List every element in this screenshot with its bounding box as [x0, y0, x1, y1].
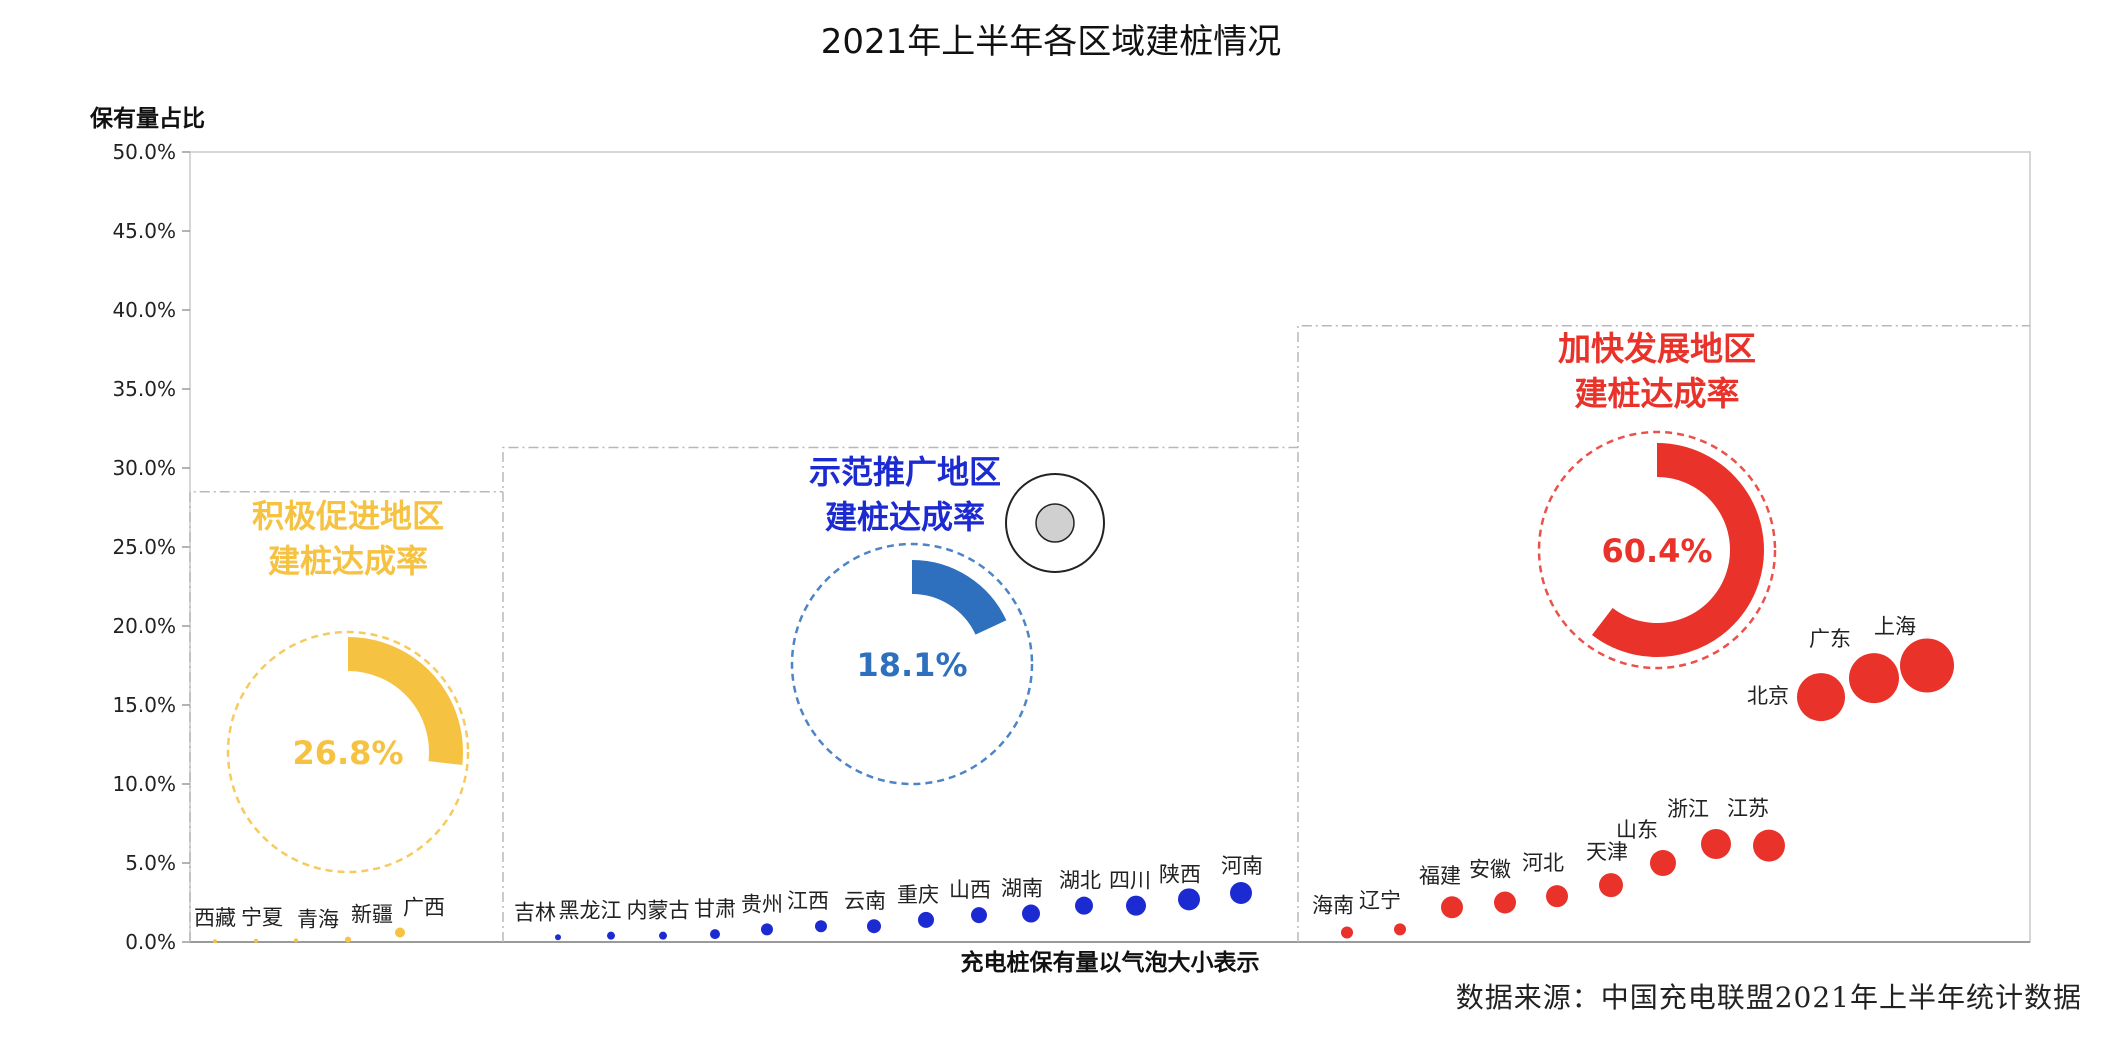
bubble-label: 新疆: [351, 903, 393, 927]
bubble-label: 吉林: [514, 900, 556, 924]
bubble-label: 海南: [1312, 894, 1354, 918]
bubble-label: 重庆: [897, 883, 939, 907]
bubble-point: [971, 907, 987, 924]
bubble-point: [1341, 926, 1353, 939]
bubble-point: [1394, 923, 1406, 936]
bubble-label: 西藏: [194, 906, 236, 930]
bubble-label: 云南: [844, 889, 886, 913]
bubble-point: [1075, 896, 1093, 915]
bubble-label: 河北: [1522, 851, 1564, 875]
bubble-label: 山西: [949, 878, 991, 902]
bubble-point: [1022, 904, 1040, 923]
region-title: 积极促进地区: [252, 497, 444, 535]
bubble-point: [1441, 896, 1463, 919]
region-subtitle: 建桩达成率: [825, 498, 985, 536]
bubble-label: 黑龙江: [559, 899, 622, 923]
bubble-point: [345, 936, 351, 943]
bubble-point: [1650, 850, 1676, 876]
bubble-label: 四川: [1109, 869, 1151, 893]
bubble-point: [1599, 873, 1623, 898]
bubble-point: [555, 934, 561, 941]
bubble-point: [918, 911, 934, 928]
rate-arc: [347, 637, 463, 765]
y-tick-label: 35.0%: [112, 377, 176, 401]
rate-ring-outline: [226, 630, 470, 874]
bubble-point: [254, 938, 258, 943]
bubble-point: [213, 939, 217, 944]
y-tick-label: 5.0%: [125, 851, 176, 875]
x-axis-label: 充电桩保有量以气泡大小表示: [961, 949, 1260, 976]
bubble-point: [1230, 882, 1252, 905]
rate-label: 18.1%: [856, 646, 967, 684]
source-note: 数据来源：中国充电联盟2021年上半年统计数据: [1455, 981, 2082, 1014]
rate-ring-outline: [790, 542, 1034, 786]
region-title: 加快发展地区: [1558, 329, 1756, 368]
rate-label: 26.8%: [292, 734, 403, 772]
bubble-point: [1753, 829, 1785, 862]
bubble-label: 湖北: [1059, 869, 1101, 893]
y-tick-label: 40.0%: [112, 298, 176, 322]
rate-arc: [1591, 443, 1764, 657]
bubble-label: 山东: [1616, 818, 1658, 842]
bubble-point: [1797, 673, 1845, 722]
rate-arc: [911, 560, 1007, 636]
bubble-point: [1849, 653, 1899, 704]
bubble-label: 上海: [1874, 615, 1916, 639]
bubble-label: 青海: [297, 907, 339, 931]
bubble-label: 安徽: [1469, 858, 1511, 882]
bubble-point: [659, 931, 667, 940]
bubble-label: 广西: [403, 896, 445, 920]
y-tick-label: 10.0%: [112, 772, 176, 796]
bubble-point: [761, 923, 773, 936]
bubble-point: [607, 931, 615, 940]
bubble-label: 陕西: [1159, 862, 1201, 886]
bubble-label: 北京: [1747, 684, 1789, 708]
bubble-label: 江苏: [1727, 797, 1769, 821]
region-title: 示范推广地区: [809, 453, 1001, 491]
bubble-point: [395, 927, 405, 938]
bubble-label: 湖南: [1001, 877, 1043, 901]
y-tick-label: 25.0%: [112, 535, 176, 559]
y-tick-label: 50.0%: [112, 140, 176, 164]
bubble-point: [1701, 829, 1731, 860]
y-tick-label: 45.0%: [112, 219, 176, 243]
y-tick-label: 15.0%: [112, 693, 176, 717]
bubble-label: 宁夏: [241, 906, 283, 930]
bubble-label: 甘肃: [694, 897, 736, 921]
y-tick-label: 30.0%: [112, 456, 176, 480]
bubble-label: 河南: [1221, 854, 1263, 878]
region-box-demo: [502, 446, 1298, 942]
bubble-point: [1126, 895, 1146, 916]
bubble-label: 辽宁: [1359, 888, 1401, 912]
bubble-label: 江西: [787, 889, 829, 913]
region-subtitle: 建桩达成率: [268, 542, 428, 580]
bubble-point: [815, 920, 827, 933]
bubble-point: [1178, 888, 1200, 911]
bubble-point: [1494, 891, 1516, 914]
bubble-point: [710, 929, 720, 940]
chart-title: 2021年上半年各区域建桩情况: [820, 22, 1282, 62]
region-subtitle: 建桩达成率: [1575, 374, 1740, 413]
bubble-point: [294, 938, 298, 943]
region-box-accel: [1297, 325, 2030, 942]
bubble-label: 福建: [1419, 864, 1461, 888]
bubble-label: 天津: [1586, 840, 1628, 864]
rate-ring-outline: [1537, 430, 1777, 670]
y-tick-label: 0.0%: [125, 930, 176, 954]
y-tick-label: 20.0%: [112, 614, 176, 638]
bubble-point: [867, 919, 881, 934]
bubble-size-legend-inner: [1035, 503, 1075, 543]
bubble-label: 浙江: [1667, 797, 1709, 821]
rate-label: 60.4%: [1601, 532, 1712, 570]
bubble-point: [1900, 638, 1954, 693]
bubble-label: 贵州: [741, 892, 783, 916]
bubble-point: [1546, 885, 1568, 908]
bubble-label: 内蒙古: [627, 899, 690, 923]
y-axis-label: 保有量占比: [89, 105, 205, 132]
bubble-label: 广东: [1809, 627, 1851, 651]
